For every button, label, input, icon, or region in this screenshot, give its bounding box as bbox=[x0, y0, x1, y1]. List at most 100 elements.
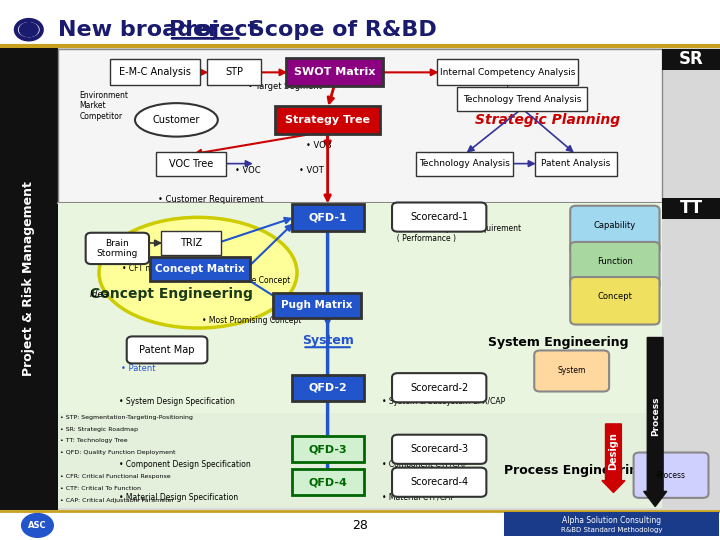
FancyBboxPatch shape bbox=[292, 469, 364, 495]
Text: R&BD Standard Methodology: R&BD Standard Methodology bbox=[561, 527, 662, 534]
Text: Scorecard-3: Scorecard-3 bbox=[410, 444, 468, 454]
FancyBboxPatch shape bbox=[438, 59, 577, 85]
Text: • Target Segment: • Target Segment bbox=[248, 82, 323, 91]
Text: • Alternative Concept: • Alternative Concept bbox=[207, 276, 290, 285]
Text: System: System bbox=[302, 334, 354, 347]
Text: Technology Trend Analysis: Technology Trend Analysis bbox=[463, 95, 581, 104]
FancyBboxPatch shape bbox=[570, 277, 660, 325]
Text: System Engineering: System Engineering bbox=[487, 336, 629, 349]
Text: Concept Engineering: Concept Engineering bbox=[90, 287, 253, 301]
Text: Design: Design bbox=[608, 433, 618, 470]
Text: • Component Design Specification: • Component Design Specification bbox=[119, 460, 251, 469]
FancyBboxPatch shape bbox=[58, 413, 662, 508]
Text: • Customer Requirement: • Customer Requirement bbox=[158, 195, 264, 204]
Text: Concept Matrix: Concept Matrix bbox=[156, 264, 245, 274]
Text: Internal Competency Analysis: Internal Competency Analysis bbox=[440, 68, 575, 77]
FancyBboxPatch shape bbox=[150, 256, 250, 281]
FancyBboxPatch shape bbox=[504, 512, 719, 536]
FancyBboxPatch shape bbox=[0, 48, 58, 510]
Text: • Component CTF/CAP: • Component CTF/CAP bbox=[382, 460, 467, 469]
FancyBboxPatch shape bbox=[127, 336, 207, 363]
Text: New broader: New broader bbox=[58, 19, 227, 40]
FancyBboxPatch shape bbox=[58, 48, 720, 510]
Text: Scorecard-2: Scorecard-2 bbox=[410, 383, 468, 393]
Text: • Material Design Specification: • Material Design Specification bbox=[119, 493, 238, 502]
FancyBboxPatch shape bbox=[292, 436, 364, 462]
Ellipse shape bbox=[99, 217, 297, 328]
Circle shape bbox=[19, 23, 38, 37]
Text: ASC: ASC bbox=[28, 521, 47, 530]
FancyBboxPatch shape bbox=[156, 152, 226, 176]
Text: QFD-2: QFD-2 bbox=[308, 383, 347, 393]
FancyBboxPatch shape bbox=[292, 375, 364, 401]
Text: QFD-3: QFD-3 bbox=[308, 444, 347, 454]
Text: Idea: Idea bbox=[90, 290, 109, 299]
Text: Strategy Tree: Strategy Tree bbox=[285, 115, 370, 125]
FancyBboxPatch shape bbox=[207, 59, 261, 85]
FancyBboxPatch shape bbox=[58, 49, 662, 202]
Text: Scorecard-1: Scorecard-1 bbox=[410, 212, 468, 222]
FancyBboxPatch shape bbox=[392, 468, 487, 497]
Text: Process: Process bbox=[657, 471, 685, 480]
FancyBboxPatch shape bbox=[662, 49, 720, 70]
Text: Environment
Market
Competitor: Environment Market Competitor bbox=[79, 91, 128, 120]
FancyBboxPatch shape bbox=[392, 435, 487, 464]
Text: Process: Process bbox=[651, 396, 660, 436]
FancyBboxPatch shape bbox=[109, 59, 199, 85]
FancyBboxPatch shape bbox=[292, 204, 364, 231]
Text: • System Design Specification: • System Design Specification bbox=[119, 397, 235, 406]
Ellipse shape bbox=[135, 103, 218, 137]
FancyBboxPatch shape bbox=[534, 350, 609, 392]
Text: • TT: Technology Tree: • TT: Technology Tree bbox=[60, 438, 127, 443]
Text: E-M-C Analysis: E-M-C Analysis bbox=[119, 68, 191, 77]
Text: Brain
Storming: Brain Storming bbox=[96, 239, 138, 258]
Text: • Most Promising Concept: • Most Promising Concept bbox=[202, 316, 302, 325]
FancyBboxPatch shape bbox=[273, 293, 361, 318]
FancyBboxPatch shape bbox=[392, 373, 487, 402]
Text: • CFR: Critical Functional Response: • CFR: Critical Functional Response bbox=[60, 474, 171, 479]
FancyArrow shape bbox=[644, 338, 667, 507]
Text: Function: Function bbox=[597, 257, 633, 266]
Text: • System & Subsystem CFR/CAP: • System & Subsystem CFR/CAP bbox=[382, 397, 505, 406]
FancyBboxPatch shape bbox=[58, 202, 662, 413]
FancyBboxPatch shape bbox=[534, 152, 618, 176]
FancyBboxPatch shape bbox=[287, 58, 383, 86]
Text: VOC Tree: VOC Tree bbox=[168, 159, 213, 168]
Text: Scope of R&BD: Scope of R&BD bbox=[241, 19, 437, 40]
FancyBboxPatch shape bbox=[570, 242, 660, 289]
Text: Patent Analysis: Patent Analysis bbox=[541, 159, 611, 168]
Text: • CTF: Critical To Function: • CTF: Critical To Function bbox=[60, 486, 141, 491]
Text: • Material CTF/CAP: • Material CTF/CAP bbox=[382, 493, 454, 502]
Text: 28: 28 bbox=[352, 519, 368, 532]
FancyBboxPatch shape bbox=[457, 87, 587, 111]
Text: Concept: Concept bbox=[598, 292, 632, 301]
Text: Pugh Matrix: Pugh Matrix bbox=[281, 300, 353, 310]
FancyBboxPatch shape bbox=[634, 453, 708, 498]
Text: Patent Map: Patent Map bbox=[139, 345, 195, 355]
Text: • SR: Strategic Roadmap: • SR: Strategic Roadmap bbox=[60, 427, 138, 431]
Text: • QFD: Quality Function Deployment: • QFD: Quality Function Deployment bbox=[60, 450, 175, 455]
Text: Technology Analysis: Technology Analysis bbox=[419, 159, 510, 168]
Text: • Patent: • Patent bbox=[121, 364, 156, 373]
Text: • CAP: Critical Adjustable Parameter: • CAP: Critical Adjustable Parameter bbox=[60, 498, 174, 503]
FancyArrow shape bbox=[602, 424, 625, 492]
Text: • CFT members: • CFT members bbox=[122, 265, 182, 273]
Text: Strategic Planning: Strategic Planning bbox=[474, 113, 620, 127]
FancyBboxPatch shape bbox=[275, 106, 380, 134]
FancyBboxPatch shape bbox=[570, 206, 660, 253]
Text: TT: TT bbox=[680, 199, 703, 218]
Text: • STP: Segmentation-Targeting-Positioning: • STP: Segmentation-Targeting-Positionin… bbox=[60, 415, 193, 420]
Text: System: System bbox=[557, 367, 586, 375]
Text: Alpha Solution Consulting: Alpha Solution Consulting bbox=[562, 516, 661, 525]
Text: • VOC: • VOC bbox=[235, 166, 261, 174]
Text: Process Engineering: Process Engineering bbox=[505, 464, 647, 477]
Text: QFD-1: QFD-1 bbox=[308, 212, 347, 222]
Text: • VOB: • VOB bbox=[306, 141, 332, 150]
Text: SWOT Matrix: SWOT Matrix bbox=[294, 68, 376, 77]
FancyBboxPatch shape bbox=[662, 198, 720, 219]
Text: Project: Project bbox=[169, 19, 258, 40]
Text: TRIZ: TRIZ bbox=[180, 238, 202, 248]
FancyBboxPatch shape bbox=[392, 202, 487, 232]
Text: • Functional System Requirement
  ( Performance ): • Functional System Requirement ( Perfor… bbox=[392, 224, 521, 243]
Text: Customer: Customer bbox=[153, 115, 200, 125]
